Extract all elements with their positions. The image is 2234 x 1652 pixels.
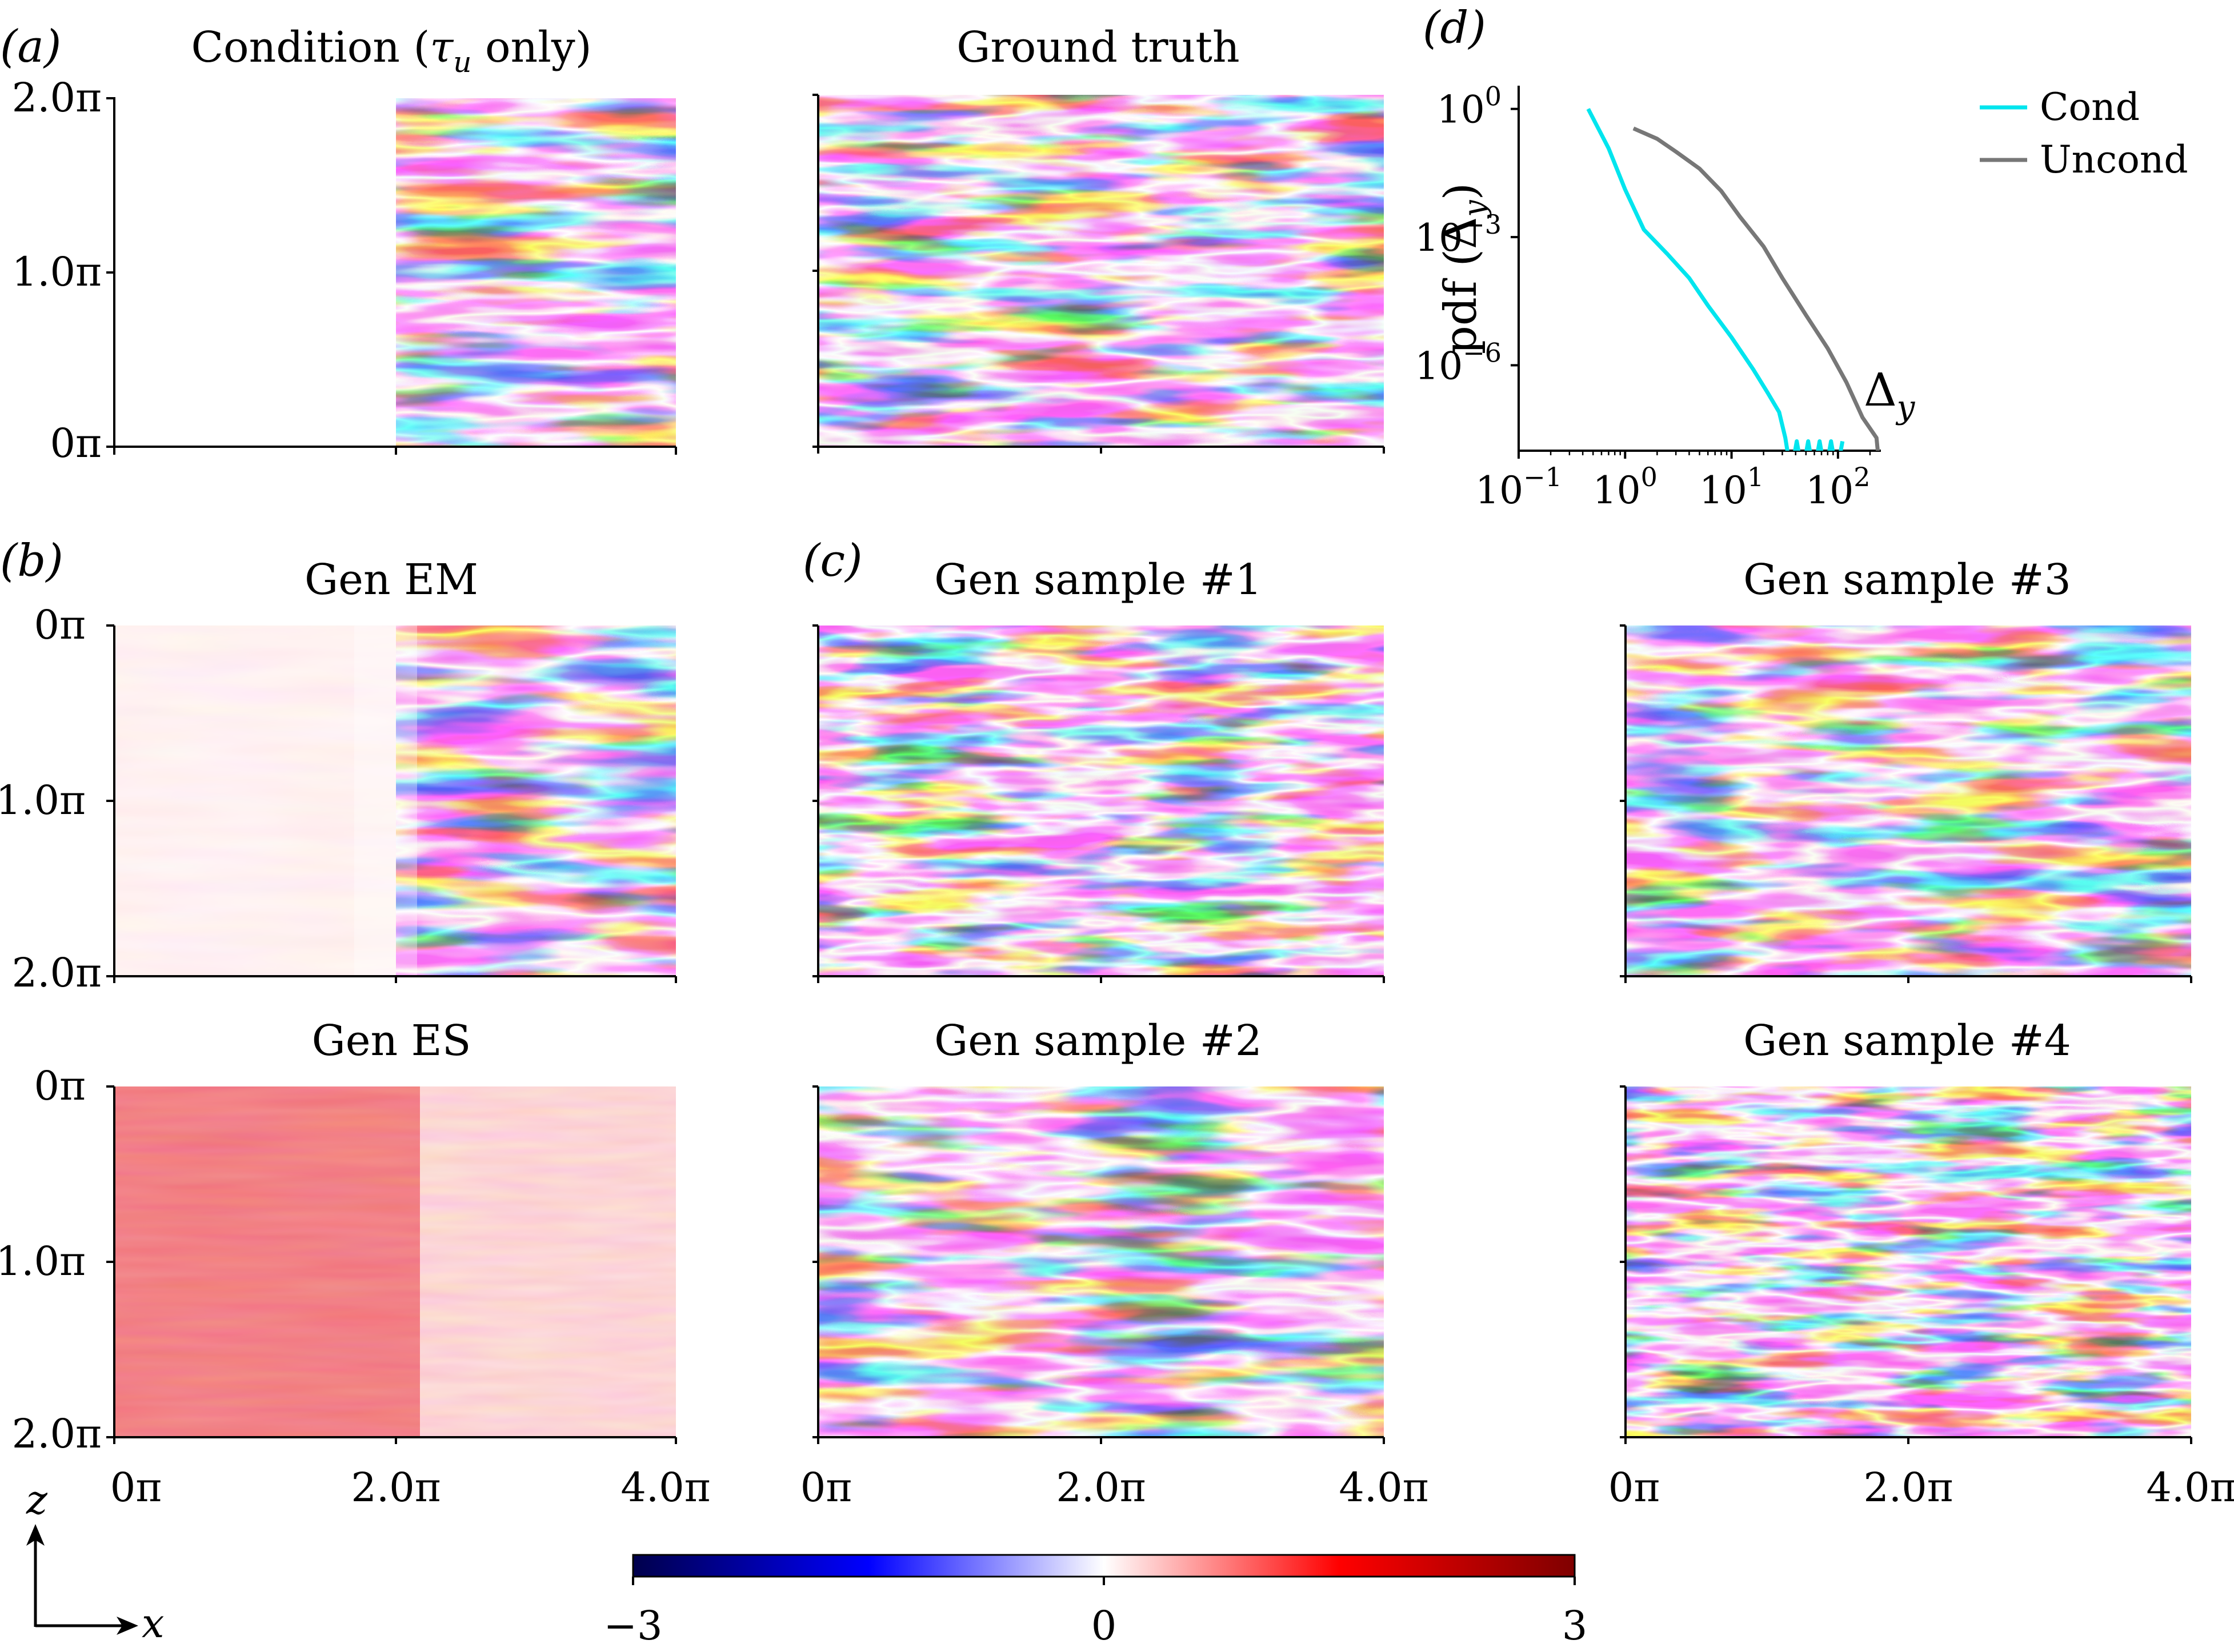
gen-em-ytick: 1.0π — [0, 777, 86, 824]
gen-em-panel: Gen EM 0π 1.0π 2.0π — [0, 555, 677, 996]
pdf-xlabel: Δy — [1864, 363, 1916, 426]
pdf-series-point — [1624, 189, 1626, 190]
gen-em-title: Gen EM — [305, 555, 478, 604]
x-tick: 0π — [1608, 1464, 1660, 1511]
sample3-panel: Gen sample #3 — [1620, 555, 2192, 983]
pdf-ytick-label: 100 — [1437, 81, 1502, 132]
condition-ytick: 1.0π — [12, 248, 102, 295]
pdf-legend: Cond Uncond — [1980, 85, 2188, 182]
gen-em-ytick: 0π — [34, 602, 86, 648]
gen-es-title: Gen ES — [312, 1016, 471, 1065]
pdf-series-point — [1846, 382, 1847, 383]
condition-ytick: 2.0π — [12, 74, 102, 121]
pdf-series-point — [1763, 246, 1764, 247]
panel-label-b: (b) — [0, 535, 63, 587]
sample4-field — [1626, 1086, 2191, 1437]
pdf-series-point — [1656, 138, 1658, 139]
gen-es-field-right — [420, 1086, 676, 1437]
ground-truth-panel: Ground truth — [812, 23, 1385, 454]
gen-em-field — [396, 625, 676, 976]
pdf-series-group — [1586, 108, 1880, 451]
ground-truth-title: Ground truth — [956, 23, 1239, 72]
pdf-xtick-label: 102 — [1805, 462, 1870, 512]
condition-title: Condition (τu only) — [191, 23, 591, 79]
x-axis-label: x — [142, 1600, 164, 1647]
x-tick: 2.0π — [1056, 1464, 1146, 1511]
sample4-title: Gen sample #4 — [1743, 1016, 2071, 1065]
x-tick: 4.0π — [1339, 1464, 1428, 1511]
pdf-ytick-label: 10−6 — [1415, 337, 1502, 388]
condition-blank-region — [114, 98, 396, 447]
legend-label-cond: Cond — [2040, 85, 2140, 129]
x-tick: 0π — [800, 1464, 852, 1511]
pdf-xtick-label: 101 — [1699, 462, 1764, 512]
arrow-up-icon — [26, 1524, 45, 1546]
z-axis-label: z — [26, 1477, 48, 1523]
gen-es-field-left — [114, 1086, 423, 1437]
axis-orientation: z x — [26, 1477, 164, 1647]
gen-em-pale-region — [114, 625, 400, 976]
x-tick: 0π — [110, 1464, 162, 1511]
sample3-field — [1626, 625, 2191, 976]
sample1-panel: Gen sample #1 — [812, 555, 1385, 983]
colorbar-gradient — [632, 1554, 1576, 1578]
gen-es-ytick: 1.0π — [0, 1238, 86, 1285]
pdf-series-point — [1608, 148, 1609, 149]
pdf-ylabel: pdf (Δy) — [1435, 183, 1492, 354]
gen-es-ytick: 2.0π — [12, 1410, 102, 1457]
x-tick: 4.0π — [620, 1464, 710, 1511]
arrow-right-icon — [117, 1617, 138, 1635]
panel-label-a: (a) — [0, 21, 61, 73]
pdf-series-line-cond — [1586, 108, 1845, 451]
colorbar: −3 0 3 — [603, 1554, 1588, 1649]
pdf-series-point — [1731, 337, 1732, 338]
sample3-title: Gen sample #3 — [1743, 555, 2071, 604]
sample4-panel: Gen sample #4 0π 2.0π 4.0π — [1608, 1016, 2234, 1511]
pdf-xtick-label: 100 — [1593, 462, 1658, 512]
sample1-field — [818, 625, 1384, 976]
x-tick: 4.0π — [2146, 1464, 2234, 1511]
pdf-ytick-label: 10−3 — [1415, 209, 1502, 260]
pdf-panel: 10−1 100 101 102 100 10−3 10−6 pdf (Δy) Δy Con… — [1415, 81, 2188, 512]
sample2-field — [818, 1086, 1384, 1437]
sample1-title: Gen sample #1 — [934, 555, 1262, 604]
ground-truth-field — [818, 95, 1384, 447]
pdf-series-point — [1862, 417, 1863, 418]
pdf-ticks — [1511, 107, 1871, 459]
gen-es-panel: Gen ES 0π 1.0π 2.0π 0π 2.0π 4.0π — [0, 1016, 711, 1511]
sample2-title: Gen sample #2 — [934, 1016, 1262, 1065]
panel-label-c: (c) — [803, 535, 863, 587]
condition-field — [396, 98, 676, 447]
x-tick: 2.0π — [351, 1464, 441, 1511]
pdf-series-line-uncond — [1632, 126, 1880, 451]
gen-em-ytick: 2.0π — [12, 949, 102, 996]
condition-panel: Condition (τu only) 2.0π 1.0π 0π — [12, 23, 677, 467]
gen-es-ytick: 0π — [34, 1062, 86, 1109]
condition-ytick: 0π — [50, 420, 102, 467]
sample2-panel: Gen sample #2 0π 2.0π 4.0π — [800, 1016, 1429, 1511]
colorbar-mid-label: 0 — [1091, 1602, 1117, 1649]
pdf-xtick-label: 10−1 — [1475, 462, 1562, 512]
legend-label-uncond: Uncond — [2040, 138, 2188, 182]
colorbar-min-label: −3 — [603, 1602, 662, 1649]
colorbar-max-label: 3 — [1562, 1602, 1588, 1649]
x-tick: 2.0π — [1863, 1464, 1953, 1511]
pdf-tick-labels: 10−1 100 101 102 100 10−3 10−6 — [1415, 81, 1870, 512]
panel-label-d: (d) — [1423, 2, 1486, 54]
